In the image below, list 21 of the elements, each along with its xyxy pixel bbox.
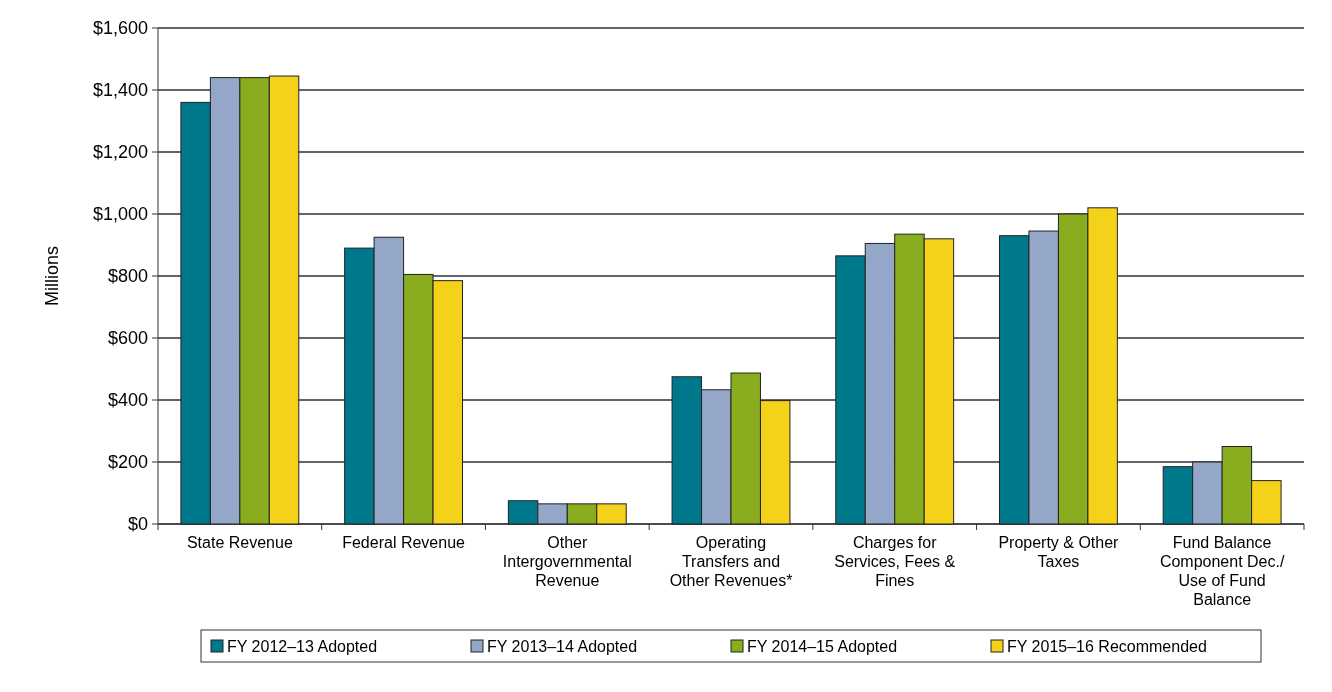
y-tick-label: $600 [107,328,148,349]
x-tick-label: Fund Balance Component Dec./ Use of Fund Balance [1159,534,1285,608]
x-tick-label: Federal Revenue [342,534,466,551]
legend-label: FY 2015–16 Recommended [1007,637,1207,655]
y-tick-label: $400 [107,390,148,411]
x-tick-label: Other Intergovernmental Revenue [502,534,632,589]
legend-label: FY 2012–13 Adopted [227,637,378,655]
y-axis-title: Millions [42,245,62,307]
y-tick-label: $1,000 [92,204,148,225]
y-tick-label: $0 [127,514,148,535]
x-tick-label: Operating Transfers and Other Revenues* [669,534,793,589]
x-tick-label: Property & Other Taxes [998,534,1120,570]
legend-label: FY 2014–15 Adopted [747,637,898,655]
y-tick-label: $800 [107,266,148,287]
x-tick-label: State Revenue [186,534,293,551]
x-tick-label: Charges for Services, Fees & Fines [834,534,956,589]
y-tick-label: $1,400 [92,80,148,101]
y-tick-label: $1,200 [92,142,148,163]
y-tick-label: $1,600 [92,18,148,39]
legend-label: FY 2013–14 Adopted [487,637,638,655]
y-tick-label: $200 [107,452,148,473]
